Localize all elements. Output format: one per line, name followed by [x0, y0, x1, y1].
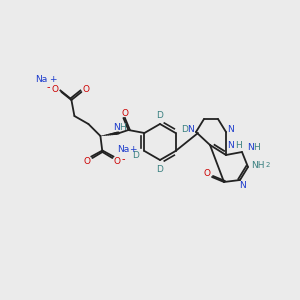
- Text: O: O: [83, 85, 90, 94]
- Text: +: +: [129, 146, 136, 154]
- Text: N: N: [247, 142, 254, 152]
- Text: H: H: [119, 124, 126, 133]
- Text: O: O: [52, 85, 59, 94]
- Text: D: D: [157, 164, 164, 173]
- Text: O: O: [203, 169, 211, 178]
- Text: NH: NH: [251, 160, 265, 169]
- Text: O: O: [122, 109, 129, 118]
- Text: N: N: [240, 181, 246, 190]
- Text: 2: 2: [266, 162, 270, 168]
- Text: D: D: [132, 151, 139, 160]
- Text: -: -: [122, 154, 125, 164]
- Text: N: N: [113, 124, 120, 133]
- Text: -: -: [47, 82, 50, 92]
- Text: H: H: [254, 142, 260, 152]
- Text: Na: Na: [35, 76, 47, 85]
- Text: +: +: [49, 76, 56, 85]
- Text: D: D: [157, 110, 164, 119]
- Text: N: N: [228, 140, 234, 149]
- Text: O: O: [114, 157, 121, 166]
- Text: D: D: [181, 124, 188, 134]
- Text: H: H: [235, 140, 242, 149]
- Text: Na: Na: [117, 146, 130, 154]
- Text: O: O: [84, 157, 91, 166]
- Text: N: N: [228, 124, 234, 134]
- Text: N: N: [188, 124, 194, 134]
